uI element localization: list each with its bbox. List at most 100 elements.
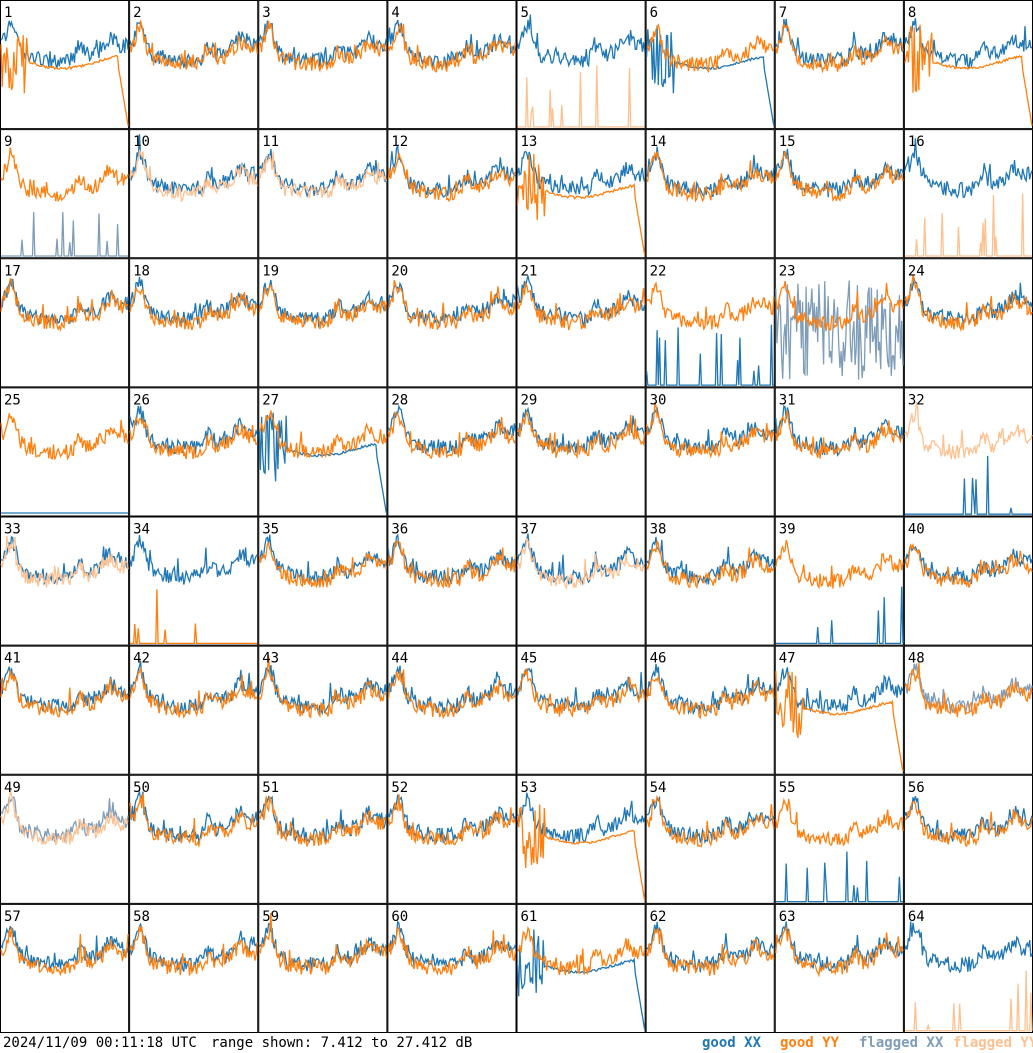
panel-label: 63	[779, 909, 796, 925]
series-yy-antenna-21	[516, 281, 646, 331]
panel-label: 42	[133, 651, 150, 667]
panel-frame	[903, 645, 1033, 775]
series-xx-antenna-11	[258, 149, 388, 199]
panel-antenna-55: 55	[774, 774, 904, 904]
panel-antenna-29: 29	[516, 387, 646, 517]
panel-antenna-41: 41	[0, 645, 130, 775]
panel-label: 16	[908, 134, 925, 150]
panel-antenna-58: 58	[129, 903, 259, 1033]
panel-antenna-3: 3	[258, 0, 388, 130]
series-yy-antenna-22	[646, 281, 775, 331]
panel-label: 20	[391, 263, 408, 279]
series-xx-antenna-59	[258, 922, 388, 973]
series-yy-antenna-18	[129, 287, 258, 331]
panel-label: 55	[779, 780, 796, 796]
panel-label: 59	[262, 909, 279, 925]
series-yy-antenna-16	[904, 193, 1032, 257]
panel-antenna-17: 17	[0, 258, 130, 388]
panel-frame	[129, 645, 259, 775]
panel-frame	[387, 774, 517, 904]
panel-label: 31	[779, 392, 796, 408]
series-xx-antenna-61	[516, 929, 646, 1030]
series-yy-antenna-32	[904, 402, 1033, 461]
panel-label: 24	[908, 263, 925, 279]
panel-antenna-4: 4	[387, 0, 517, 130]
panel-frame	[516, 645, 646, 775]
series-yy-antenna-56	[904, 800, 1033, 848]
series-yy-antenna-61	[516, 926, 646, 976]
panel-label: 33	[4, 522, 21, 538]
series-yy-antenna-7	[775, 21, 904, 74]
panel-antenna-25: 25	[0, 387, 130, 517]
panel-antenna-14: 14	[645, 129, 775, 259]
panel-label: 5	[521, 5, 529, 21]
series-yy-antenna-52	[387, 794, 517, 846]
series-yy-antenna-25	[0, 413, 129, 461]
panel-antenna-30: 30	[645, 387, 775, 517]
panel-label: 27	[262, 392, 279, 408]
series-yy-antenna-23	[775, 280, 904, 331]
panel-antenna-15: 15	[774, 129, 904, 259]
series-xx-antenna-7	[775, 18, 904, 69]
series-yy-antenna-10	[129, 149, 258, 203]
panel-antenna-34: 34	[129, 516, 259, 646]
series-xx-antenna-4	[387, 19, 517, 69]
series-yy-antenna-27	[259, 410, 388, 460]
panel-label: 1	[4, 5, 12, 21]
panel-frame	[645, 774, 775, 904]
series-yy-antenna-8	[904, 24, 1033, 126]
panel-label: 11	[262, 134, 279, 150]
panel-frame	[903, 0, 1033, 130]
panel-antenna-51: 51	[258, 774, 388, 904]
legend-good-yy: good YY	[780, 1035, 840, 1051]
panel-label: 23	[779, 263, 796, 279]
panel-label: 26	[133, 392, 150, 408]
panel-antenna-8: 8	[903, 0, 1033, 130]
series-xx-antenna-48	[904, 663, 1033, 714]
panel-label: 12	[391, 134, 408, 150]
panel-antenna-1: 1	[0, 0, 130, 130]
series-yy-antenna-59	[258, 912, 388, 975]
panel-antenna-16: 16	[903, 129, 1033, 259]
panel-label: 10	[133, 134, 150, 150]
panel-frame	[903, 774, 1033, 904]
panel-antenna-50: 50	[129, 774, 259, 904]
panel-label: 40	[908, 522, 925, 538]
panel-frame	[774, 903, 904, 1033]
series-yy-antenna-58	[129, 925, 258, 976]
panel-antenna-13: 13	[516, 129, 646, 259]
panel-label: 44	[391, 651, 408, 667]
series-yy-antenna-47	[775, 671, 904, 772]
panel-frame	[516, 387, 646, 517]
panel-frame	[645, 129, 775, 259]
series-xx-antenna-52	[387, 794, 517, 844]
series-yy-antenna-63	[775, 925, 904, 978]
panel-antenna-45: 45	[516, 645, 646, 775]
panel-label: 39	[779, 522, 796, 538]
series-yy-antenna-37	[516, 537, 646, 590]
panel-antenna-18: 18	[129, 258, 259, 388]
series-yy-antenna-13	[516, 153, 646, 255]
panel-label: 50	[133, 780, 150, 796]
series-yy-antenna-24	[904, 274, 1033, 333]
panel-label: 29	[521, 392, 538, 408]
series-xx-antenna-33	[0, 535, 129, 586]
series-yy-antenna-5	[517, 65, 645, 128]
panel-label: 19	[262, 263, 279, 279]
series-yy-antenna-44	[387, 669, 517, 720]
panel-antenna-48: 48	[903, 645, 1033, 775]
panel-label: 48	[908, 651, 925, 667]
series-yy-antenna-15	[775, 150, 904, 203]
panel-label: 6	[650, 5, 658, 21]
series-yy-antenna-43	[258, 655, 387, 719]
panel-frame	[258, 774, 388, 904]
panel-label: 45	[521, 651, 538, 667]
panel-antenna-28: 28	[387, 387, 517, 517]
series-yy-antenna-28	[387, 412, 517, 459]
panel-antenna-32: 32	[903, 387, 1033, 517]
series-xx-antenna-16	[904, 138, 1033, 199]
panel-antenna-47: 47	[774, 645, 904, 775]
series-yy-antenna-38	[646, 540, 775, 590]
series-yy-antenna-41	[0, 669, 129, 718]
panel-label: 22	[650, 263, 667, 279]
